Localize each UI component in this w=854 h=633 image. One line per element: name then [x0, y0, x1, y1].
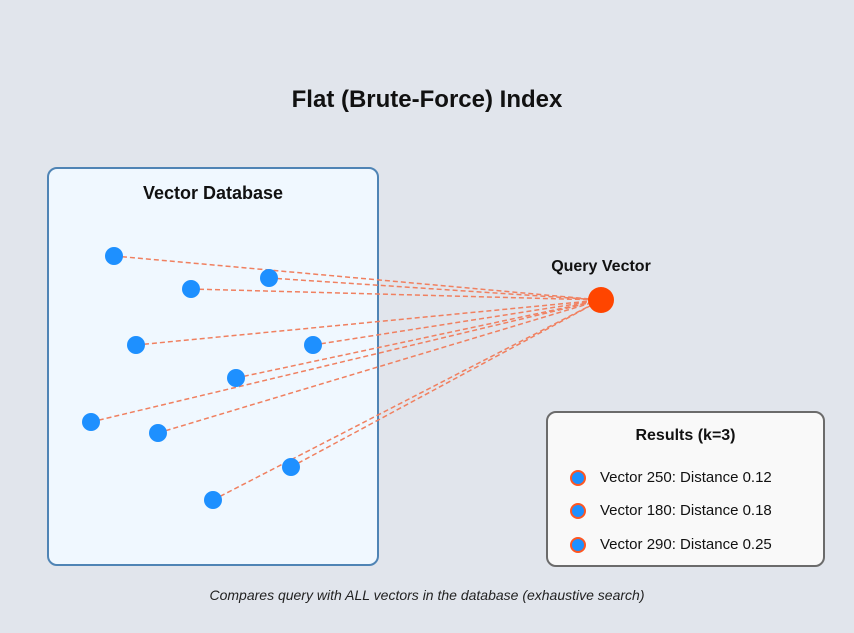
comparison-line — [235, 299, 602, 379]
comparison-line — [190, 288, 602, 301]
comparison-line — [312, 299, 602, 346]
vector-points — [82, 247, 322, 509]
result-item: Vector 290: Distance 0.25 — [570, 536, 772, 553]
vector-point — [82, 413, 100, 431]
vector-point — [149, 424, 167, 442]
query-vector-dot — [588, 287, 614, 313]
vector-dot-icon — [570, 536, 586, 553]
vector-point — [260, 269, 278, 287]
vector-point — [127, 336, 145, 354]
comparison-line — [135, 299, 602, 346]
results-title: Results (k=3) — [635, 427, 736, 444]
page-title: Flat (Brute-Force) Index — [291, 86, 563, 113]
caption: Compares query with ALL vectors in the d… — [209, 587, 645, 603]
vector-dot-icon — [570, 469, 586, 486]
comparison-line — [268, 277, 602, 301]
vector-database-label: Vector Database — [142, 183, 284, 203]
result-item: Vector 250: Distance 0.12 — [570, 469, 772, 486]
results-panel: Results (k=3) Vector 250: Distance 0.12 … — [546, 411, 825, 567]
comparison-lines — [90, 255, 602, 501]
vector-point — [182, 280, 200, 298]
vector-point — [282, 458, 300, 476]
vector-point — [227, 369, 245, 387]
query-vector-label: Query Vector — [551, 258, 651, 275]
comparison-line — [90, 299, 602, 423]
comparison-line — [290, 299, 602, 468]
comparison-line — [212, 299, 602, 501]
comparison-line — [113, 255, 602, 301]
vector-dot-icon — [570, 502, 586, 519]
vector-point — [304, 336, 322, 354]
vector-point — [105, 247, 123, 265]
comparison-line — [157, 299, 602, 434]
vector-point — [204, 491, 222, 509]
result-item: Vector 180: Distance 0.18 — [570, 502, 772, 519]
